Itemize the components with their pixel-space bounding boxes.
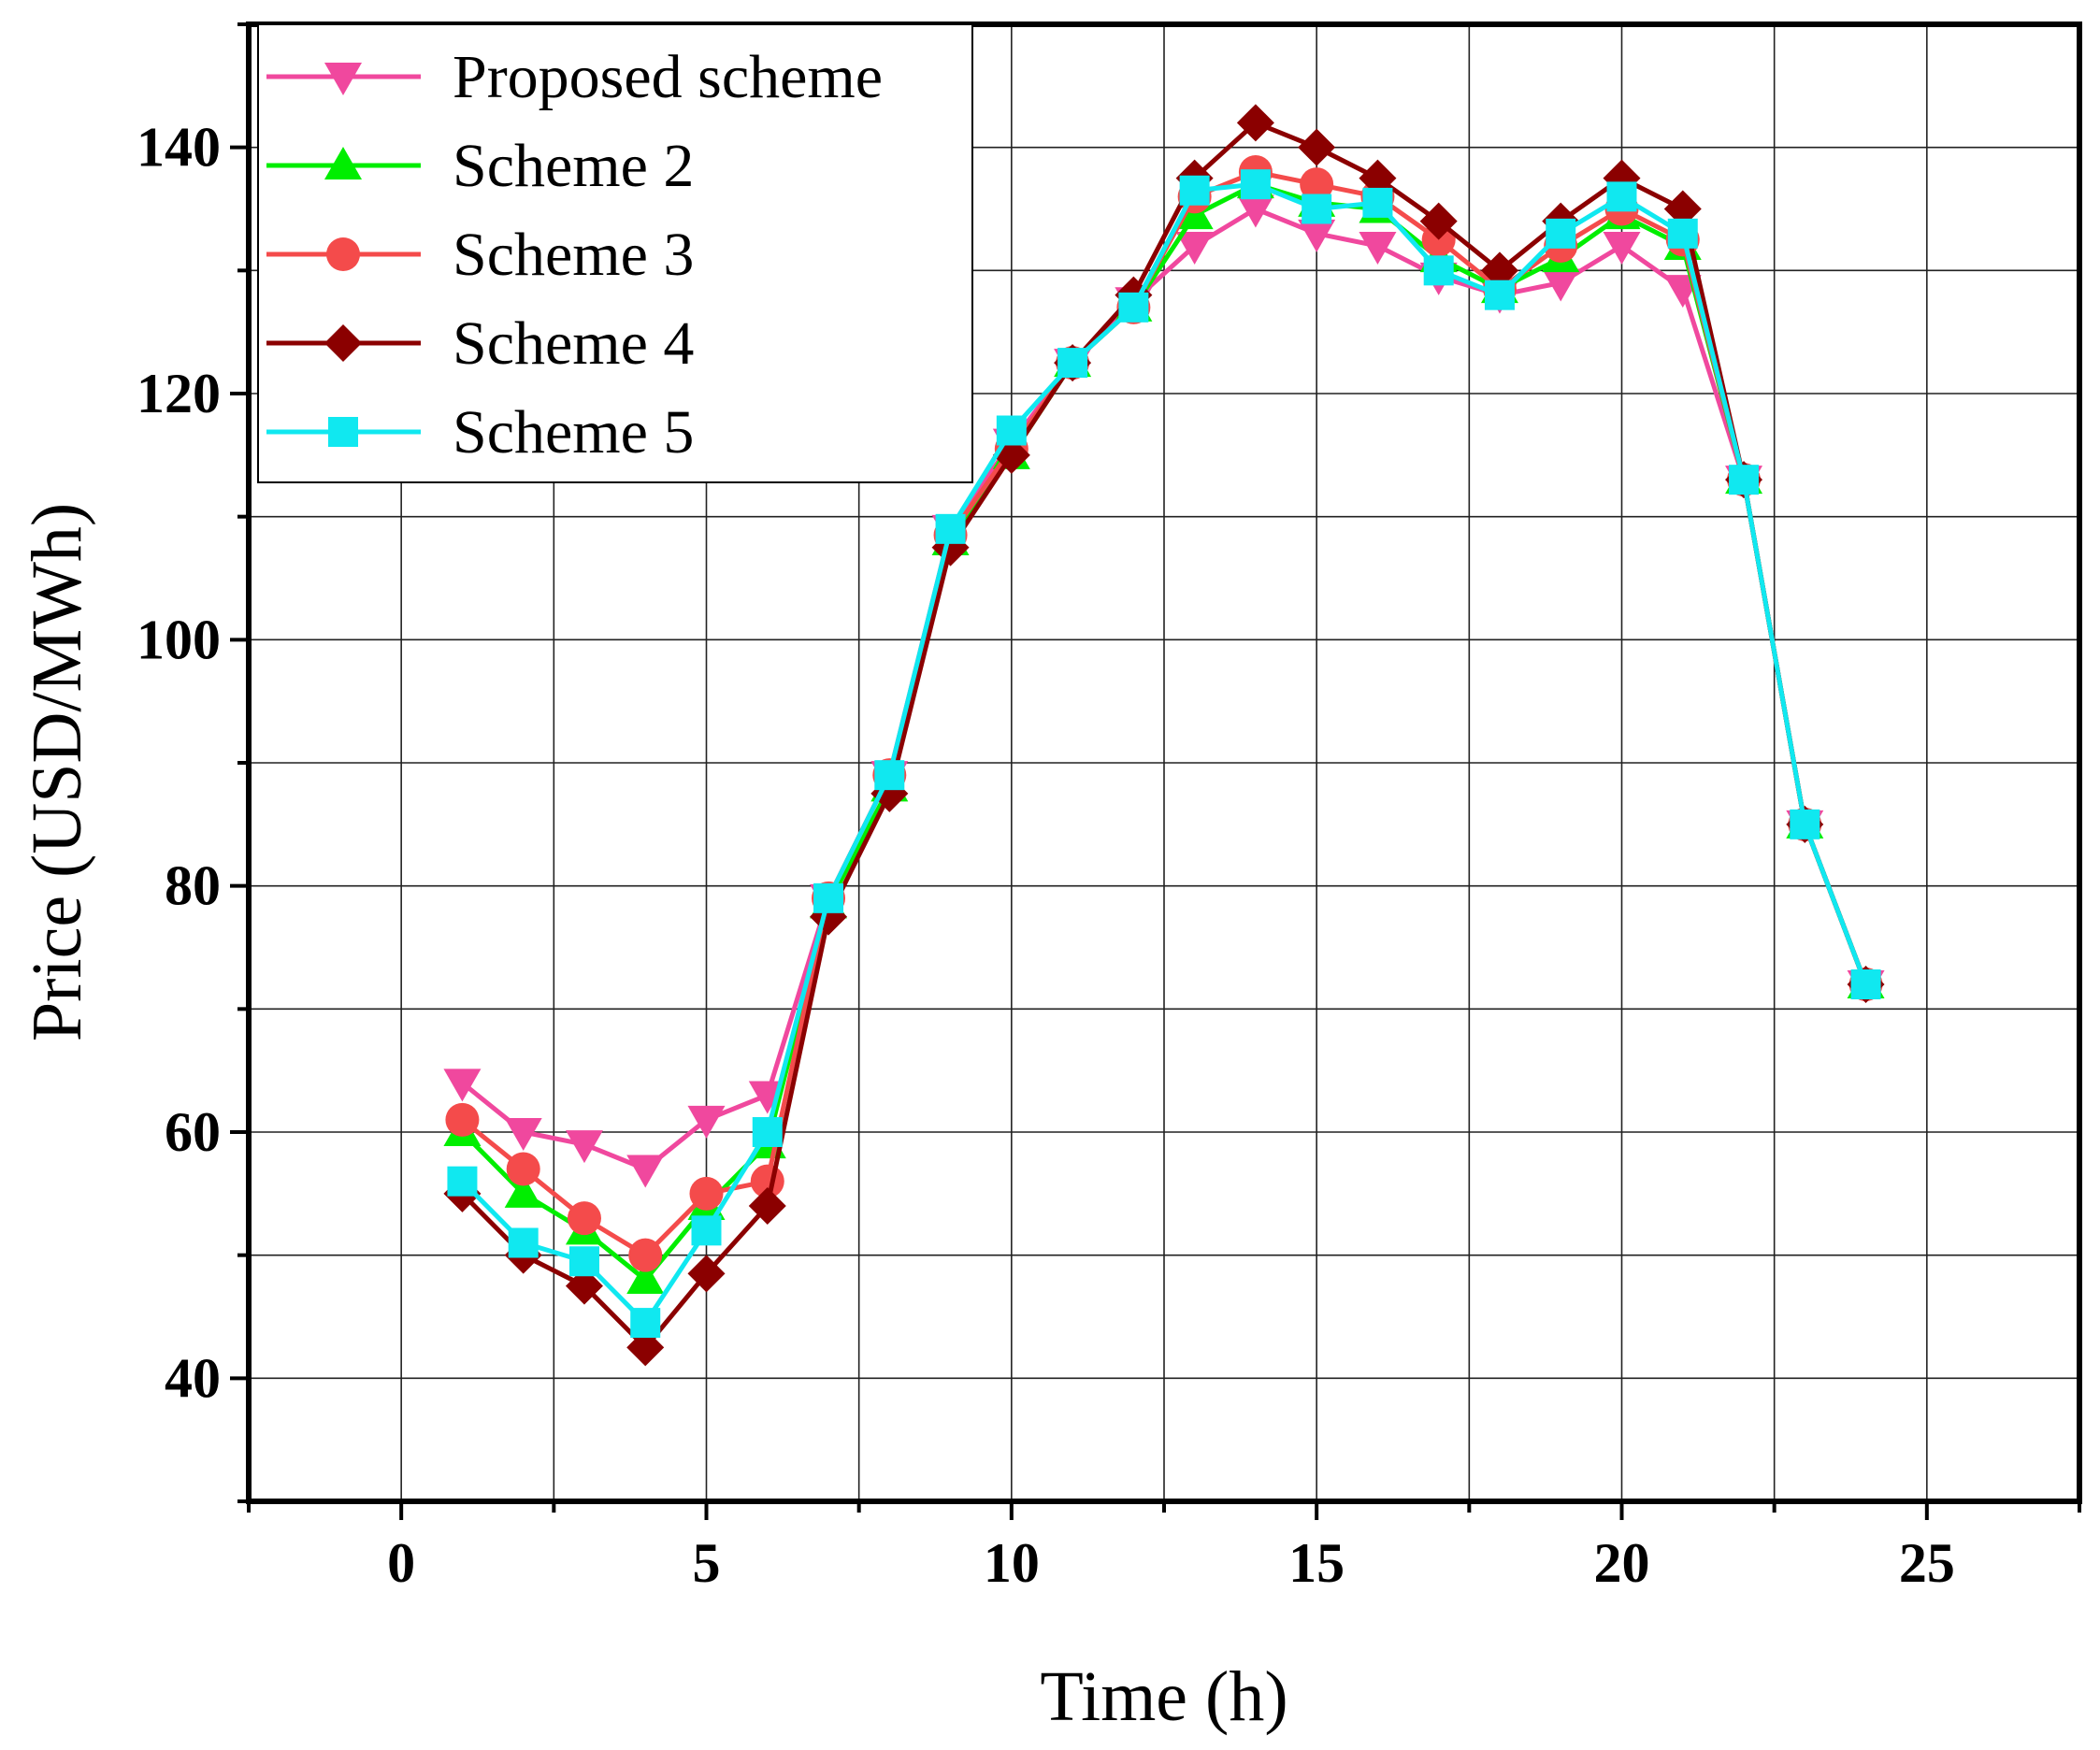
axes: 0 5 10 15 20 25 40 60 80 100 120 140 [137, 22, 2081, 1594]
x-axis-title: Time (h) [1040, 1657, 1287, 1736]
y-tick-label: 80 [165, 855, 221, 917]
data-point [689, 1176, 724, 1211]
legend-marker [324, 63, 362, 95]
data-point [1298, 219, 1336, 252]
x-tick-label: 10 [984, 1532, 1040, 1594]
data-point [1118, 292, 1149, 323]
x-tick-label: 25 [1899, 1532, 1955, 1594]
data-point [1484, 280, 1515, 310]
data-point [567, 1201, 601, 1236]
legend-item: Scheme 4 [266, 309, 694, 378]
data-point [813, 882, 844, 913]
data-point [1790, 809, 1820, 839]
data-point [1236, 194, 1274, 228]
legend-marker [328, 417, 358, 447]
series-5 [447, 169, 1881, 1339]
data-point [626, 1328, 665, 1367]
data-point [1423, 255, 1454, 286]
legend-label: Scheme 2 [453, 132, 694, 200]
data-point [1850, 969, 1881, 999]
y-tick-label: 120 [137, 363, 221, 424]
data-point [626, 1155, 665, 1188]
data-point [504, 1174, 542, 1208]
data-point [1480, 251, 1518, 290]
data-point [1667, 218, 1698, 249]
data-point [1362, 187, 1393, 218]
data-point [506, 1152, 540, 1186]
data-point [626, 1261, 665, 1294]
data-point [1542, 268, 1580, 302]
y-tick-label: 100 [137, 609, 221, 670]
data-point [1359, 159, 1397, 197]
legend-marker [324, 147, 362, 179]
data-point [1359, 232, 1397, 265]
data-point [1419, 202, 1458, 240]
data-point [1175, 232, 1214, 265]
legend-item: Scheme 5 [266, 398, 694, 466]
legend-item: Proposed scheme [266, 43, 883, 111]
legend-label: Proposed scheme [453, 43, 883, 111]
data-point [1240, 169, 1271, 200]
data-point [748, 1187, 786, 1225]
data-point [508, 1227, 539, 1258]
legend-item: Scheme 2 [266, 132, 694, 200]
legend: Proposed scheme Scheme 2 Scheme 3 Scheme 4 S… [257, 23, 973, 483]
data-point [504, 1118, 542, 1151]
data-point [445, 1102, 480, 1137]
x-tick-label: 0 [387, 1532, 415, 1594]
data-point [1606, 181, 1637, 212]
x-tick-label: 20 [1594, 1532, 1650, 1594]
data-point [687, 1255, 726, 1293]
data-point [565, 1267, 603, 1305]
series-layer [443, 104, 1885, 1367]
data-point [628, 1238, 663, 1272]
data-point [935, 513, 966, 544]
data-point [1729, 465, 1760, 495]
data-point [565, 1130, 603, 1164]
data-point [996, 415, 1027, 446]
series-line [460, 207, 1868, 1171]
data-point [1236, 104, 1274, 142]
data-point [1179, 175, 1210, 206]
data-point [443, 1069, 482, 1102]
legend-label: Scheme 4 [453, 309, 694, 378]
data-point [1057, 348, 1088, 379]
legend-item: Scheme 3 [266, 221, 694, 289]
data-point [1302, 194, 1332, 224]
data-point [874, 760, 905, 791]
data-point [630, 1308, 661, 1339]
data-point [1663, 190, 1702, 228]
data-point [1298, 128, 1336, 166]
data-point [568, 1246, 599, 1277]
data-point [687, 1105, 726, 1139]
data-point [1300, 167, 1334, 202]
data-point [1546, 218, 1576, 249]
data-point [691, 1215, 722, 1246]
legend-label: Scheme 3 [453, 221, 694, 289]
legend-marker [326, 237, 360, 271]
data-point [447, 1166, 478, 1197]
y-tick-label: 60 [165, 1101, 221, 1163]
x-tick-label: 5 [693, 1532, 721, 1594]
y-axis-title: Price (USD/MWh) [18, 503, 96, 1041]
data-point [752, 1117, 783, 1147]
legend-label: Scheme 5 [453, 398, 694, 466]
legend-marker [324, 324, 362, 362]
x-tick-label: 15 [1288, 1532, 1345, 1594]
y-tick-label: 40 [165, 1347, 221, 1409]
y-tick-label: 140 [137, 117, 221, 179]
data-point [1603, 232, 1641, 265]
